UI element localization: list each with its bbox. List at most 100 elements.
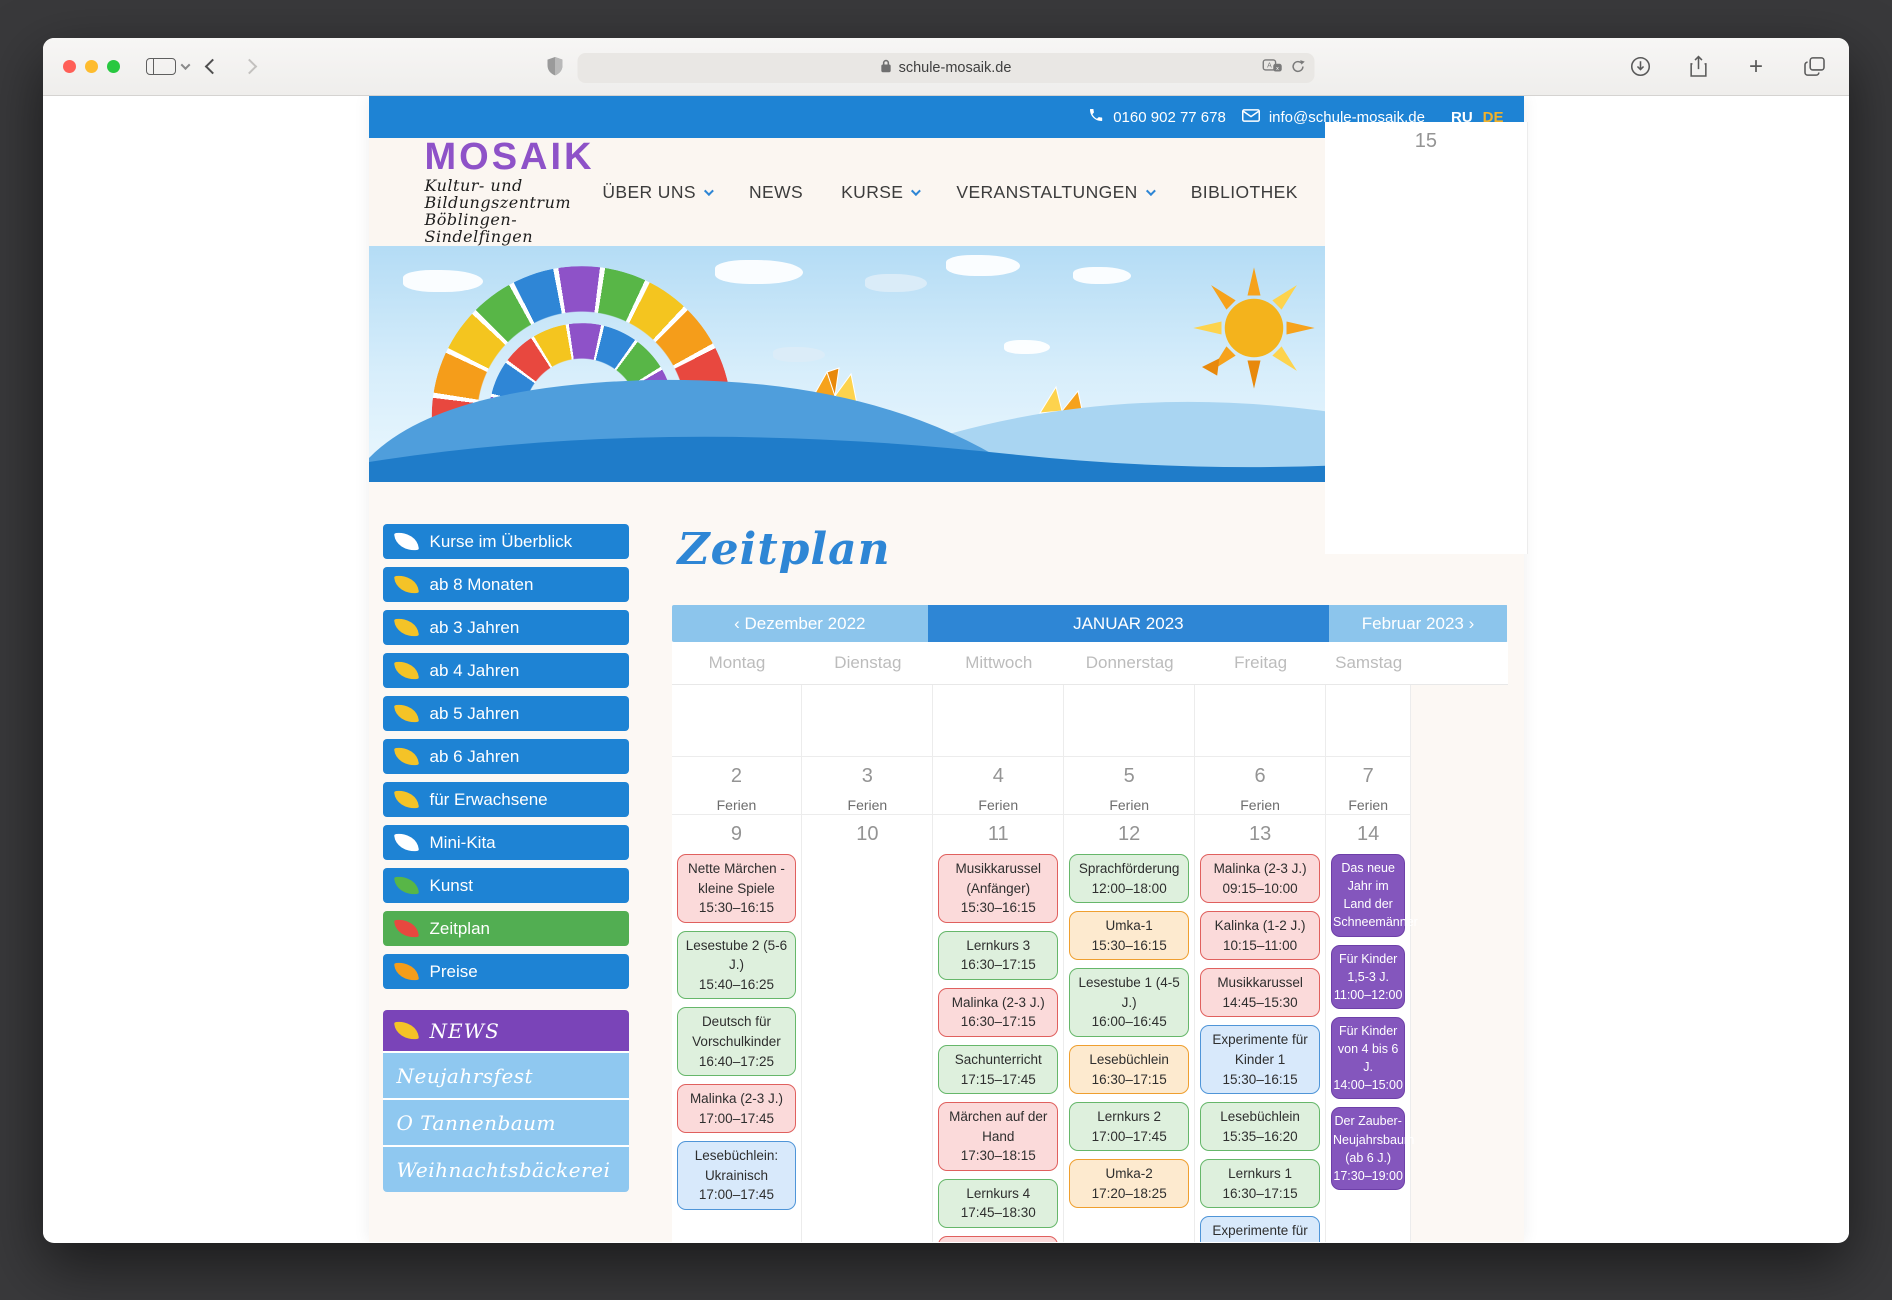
phone-link[interactable]: 0160 902 77 678	[1088, 107, 1226, 127]
site-logo[interactable]: MOSAIK Kultur- und Bildungszentrum Böbli…	[425, 138, 603, 245]
event-time: 16:30–17:15	[1091, 1071, 1167, 1087]
calendar-event[interactable]: Lesebüchlein 15:35–16:20	[1200, 1102, 1321, 1152]
sidebar-item[interactable]: ab 8 Monaten	[382, 567, 629, 602]
calendar-week-row: 1 Ferien	[671, 122, 1528, 757]
sidebar-item[interactable]: ab 3 Jahren	[382, 610, 629, 645]
back-button[interactable]	[204, 58, 221, 75]
sidebar-item[interactable]: für Erwachsene	[382, 782, 629, 817]
email-link[interactable]: info@schule-mosaik.de	[1241, 109, 1425, 126]
prev-month-button[interactable]: ‹ Dezember 2022	[671, 605, 929, 642]
event-title: Lesebüchlein: Ukrainisch	[694, 1148, 779, 1183]
day-note: Ferien	[978, 797, 1019, 813]
calendar-event[interactable]: Sprachförderung 12:00–18:00	[1069, 854, 1190, 904]
news-header[interactable]: NEWS	[382, 1010, 629, 1051]
calendar-event[interactable]: Das neue Jahr im Land der Schneemänner	[1331, 854, 1418, 937]
leaf-icon	[393, 702, 419, 725]
sidebar-item[interactable]: Kurse im Überblick	[382, 524, 629, 559]
day-cell: 2 Ferien	[671, 757, 803, 815]
news-block: NEWS Neujahrsfest O Tannenbaum	[382, 1010, 629, 1192]
calendar-event[interactable]: Experimente für Kinder 2 16:30–17:15	[1200, 1216, 1321, 1242]
calendar-event[interactable]: Experimente für Kinder 1 15:30–16:15	[1200, 1025, 1321, 1095]
logo-title: MOSAIK	[424, 136, 595, 179]
calendar-event[interactable]: Nette Märchen - kleine Spiele 15:30–16:1…	[676, 854, 797, 923]
day-number: 11	[987, 823, 1009, 845]
event-title: Malinka (2-3 J.)	[1213, 861, 1307, 876]
nav-item[interactable]: VERANSTALTUNGEN	[956, 182, 1156, 203]
calendar-event[interactable]: Lernkurs 3 16:30–17:15	[938, 930, 1059, 980]
sidebar-item[interactable]: Zeitplan	[382, 911, 629, 946]
reload-icon[interactable]	[1291, 59, 1306, 78]
share-icon[interactable]	[1683, 52, 1713, 82]
day-note: Ferien	[1109, 797, 1150, 813]
calendar-event[interactable]: Märchen auf der Hand 17:30–18:15	[938, 1102, 1059, 1171]
calendar-event[interactable]: Deutsch für Vorschulkinder 16:40–17:25	[676, 1007, 797, 1077]
calendar-event[interactable]: Musikkarussel 14:45–15:30	[1200, 968, 1321, 1018]
tab-overview-icon[interactable]	[1799, 52, 1829, 82]
calendar-section: Zeitplan ‹ Dezember 2022 JANUAR 2023 Feb…	[671, 122, 1528, 1242]
logo-subtitle-line1: Kultur- und Bildungszentrum	[424, 176, 572, 213]
sidebar-item[interactable]: Kunst	[382, 868, 629, 903]
chevron-down-icon[interactable]	[180, 60, 191, 71]
calendar-event[interactable]: Sachunterricht 17:15–17:45	[938, 1044, 1059, 1095]
sidebar-item[interactable]: Preise	[382, 954, 629, 989]
svg-text:x: x	[1276, 65, 1279, 71]
event-time: 09:15–10:00	[1222, 880, 1298, 896]
calendar-event[interactable]: Lernkurs 4 17:45–18:30	[938, 1178, 1059, 1228]
close-button[interactable]	[63, 60, 76, 73]
nav-item[interactable]: NEWS	[749, 182, 803, 203]
downloads-icon[interactable]	[1625, 52, 1655, 82]
calendar-event[interactable]: Malinka (2-3 J.) 09:15–10:00	[1200, 854, 1321, 904]
event-title: Lernkurs 3	[966, 937, 1031, 953]
calendar-event[interactable]: Lesestube 2 (5-6 J.) 15:40–16:25	[676, 930, 797, 1000]
weekday-header: Montag Dienstag Mittwoch Donnerstag Freitag S…	[671, 133, 1508, 685]
news-item[interactable]: O Tannenbaum	[382, 1098, 629, 1145]
privacy-shield-icon[interactable]	[546, 55, 564, 82]
next-month-button[interactable]: Februar 2023 ›	[1328, 605, 1508, 642]
sidebar-item[interactable]: ab 6 Jahren	[382, 739, 629, 774]
fullscreen-button[interactable]	[107, 60, 120, 73]
day-number: 7	[1362, 765, 1374, 787]
sidebar-item-label: Mini-Kita	[429, 832, 496, 852]
sidebar-toggle-icon[interactable]	[146, 58, 176, 75]
event-time: 17:00–17:45	[698, 1187, 774, 1203]
calendar-event[interactable]: Malinka (2-3 J.) 17:00–17:45	[676, 1084, 797, 1134]
nav-item[interactable]: KURSE	[841, 182, 922, 203]
calendar-event[interactable]: Lernkurs 2 17:00–17:45	[1069, 1102, 1190, 1152]
calendar-event[interactable]: Für Kinder 1,5-3 J. 11:00–12:00	[1331, 944, 1406, 1009]
event-title: Das neue Jahr im Land der Schneemänner	[1333, 861, 1418, 930]
language-option[interactable]: DE	[1482, 108, 1504, 126]
news-list: Neujahrsfest O Tannenbaum Weihnachtsbäck…	[382, 1051, 629, 1192]
calendar-event[interactable]: Musikkarussel (Anfänger) 15:30–16:15	[938, 854, 1059, 923]
nav-item[interactable]: BIBLIOTHEK	[1191, 182, 1298, 203]
sidebar-item[interactable]: ab 5 Jahren	[382, 696, 629, 731]
new-tab-icon[interactable]: +	[1748, 52, 1763, 80]
calendar-event[interactable]: Lesebüchlein 16:30–17:15	[1069, 1044, 1190, 1095]
news-item[interactable]: Weihnachtsbäckerei	[382, 1145, 629, 1192]
day-note: Ferien	[847, 797, 888, 813]
language-option[interactable]: RU	[1450, 108, 1473, 126]
calendar-event[interactable]: Lesestube 1 (4-5 J.) 16:00–16:45	[1069, 968, 1190, 1037]
calendar-event[interactable]: Für Kinder von 4 bis 6 J. 14:00–15:00	[1331, 1016, 1406, 1100]
calendar-event[interactable]: Chor: Erwachsene 18:45–19:45	[938, 1235, 1059, 1242]
event-time: 15:40–16:25	[698, 976, 774, 992]
calendar-event[interactable]: Lernkurs 1 16:30–17:15	[1200, 1159, 1321, 1209]
sidebar-item[interactable]: ab 4 Jahren	[382, 653, 629, 688]
calendar-event[interactable]: Der Zauber-Neujahrsbaum (ab 6 J.) 17:30–…	[1331, 1107, 1414, 1190]
event-title: Kalinka (1-2 J.)	[1214, 918, 1306, 934]
sidebar-item[interactable]: Mini-Kita	[382, 825, 629, 860]
minimize-button[interactable]	[85, 60, 98, 73]
forward-button[interactable]	[241, 58, 258, 75]
calendar-event[interactable]: Umka-1 15:30–16:15	[1069, 911, 1190, 961]
calendar-event[interactable]: Kalinka (1-2 J.) 10:15–11:00	[1200, 911, 1321, 961]
calendar-event[interactable]: Malinka (2-3 J.) 16:30–17:15	[938, 987, 1059, 1037]
event-title: Experimente für Kinder 1	[1212, 1032, 1308, 1067]
calendar-event[interactable]: Lesebüchlein: Ukrainisch 17:00–17:45	[676, 1141, 797, 1210]
calendar-event[interactable]: Umka-2 17:20–18:25	[1069, 1159, 1190, 1209]
nav-item[interactable]: ÜBER UNS	[602, 182, 714, 203]
cloud-shape	[946, 255, 1020, 277]
event-title: Nette Märchen - kleine Spiele	[688, 861, 785, 896]
news-item[interactable]: Neujahrsfest	[382, 1051, 629, 1098]
cloud-shape	[1003, 340, 1050, 355]
